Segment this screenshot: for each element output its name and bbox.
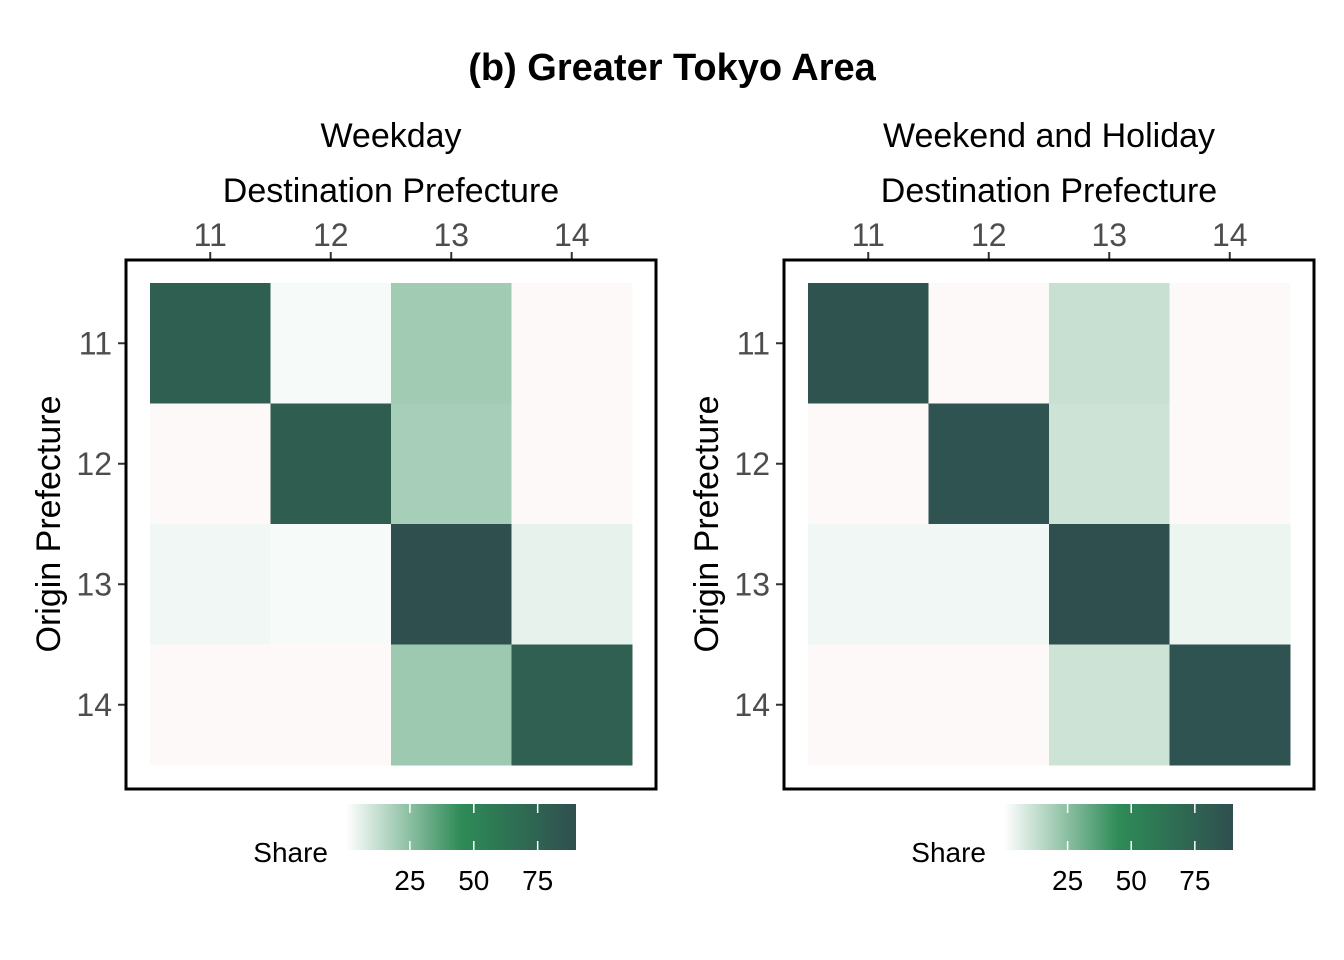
x-tick-label: 13 <box>1091 217 1127 253</box>
heatmap-tile <box>1049 403 1170 525</box>
y-tick-label: 12 <box>734 446 770 482</box>
y-tick-label: 11 <box>79 325 112 361</box>
x-tick-label: 13 <box>433 217 469 253</box>
legend-title: Share <box>911 837 986 868</box>
heatmap-tile <box>928 283 1050 404</box>
heatmap-tile <box>511 524 633 645</box>
heatmap-tile <box>511 644 633 766</box>
heatmap-tile <box>928 403 1050 525</box>
legend-tick-label: 50 <box>458 865 489 896</box>
heatmap-tile <box>1049 283 1170 404</box>
heatmap-tile <box>808 403 929 525</box>
heatmap-tile <box>150 644 271 766</box>
heatmap-tile <box>1169 283 1291 404</box>
x-axis-title: Destination Prefecture <box>223 172 559 210</box>
heatmap-tile <box>511 403 633 525</box>
figure-title: (b) Greater Tokyo Area <box>468 47 876 89</box>
legend-tick-label: 25 <box>1052 865 1083 896</box>
x-tick-label: 14 <box>554 217 590 253</box>
y-tick-label: 11 <box>737 325 770 361</box>
x-axis-title: Destination Prefecture <box>881 172 1217 210</box>
y-tick-label: 14 <box>76 687 112 723</box>
legend: Share 25 50 75 <box>253 804 576 896</box>
heatmap-tile <box>391 403 512 525</box>
legend-tick-label: 75 <box>522 865 553 896</box>
heatmap-tile <box>808 524 929 645</box>
heatmap-tile <box>150 283 271 404</box>
heatmap-tile <box>808 644 929 766</box>
x-tick-label: 11 <box>852 217 885 253</box>
heatmap-tile <box>1049 524 1170 645</box>
legend-colorbar <box>346 804 576 850</box>
panel-title: Weekend and Holiday <box>883 117 1215 155</box>
x-tick-label: 11 <box>194 217 227 253</box>
legend: Share 25 50 75 <box>911 804 1233 896</box>
legend-tick-label: 50 <box>1116 865 1147 896</box>
panel-border <box>124 258 658 791</box>
heatmap-panel-2: Weekend and Holiday Destination Prefectur… <box>688 117 1316 896</box>
heatmap-tile <box>808 283 929 404</box>
heatmap-tile <box>391 283 512 404</box>
x-tick-label: 12 <box>313 217 349 253</box>
legend-tick-label: 25 <box>394 865 425 896</box>
y-tick-label: 13 <box>734 566 770 602</box>
heatmap-tile <box>391 524 512 645</box>
heatmap-tile <box>270 403 392 525</box>
y-axis-title: Origin Prefecture <box>688 396 726 653</box>
panel-title: Weekday <box>320 117 461 155</box>
y-tick-label: 14 <box>734 687 770 723</box>
heatmap-tile <box>270 283 392 404</box>
heatmap-tile <box>928 644 1050 766</box>
x-tick-label: 12 <box>971 217 1007 253</box>
heatmap-tile <box>928 524 1050 645</box>
y-tick-label: 12 <box>76 446 112 482</box>
legend-title: Share <box>253 837 328 868</box>
heatmap-tile <box>270 644 392 766</box>
heatmap-tile <box>391 644 512 766</box>
heatmap-tile <box>1169 644 1291 766</box>
heatmap-tile <box>1049 644 1170 766</box>
y-axis-title: Origin Prefecture <box>30 396 68 653</box>
heatmap-tile <box>150 524 271 645</box>
heatmap-tile <box>150 403 271 525</box>
heatmap-tile <box>1169 524 1291 645</box>
legend-tick-label: 75 <box>1179 865 1210 896</box>
heatmap-tile <box>270 524 392 645</box>
heatmap-tile <box>511 283 633 404</box>
y-tick-label: 13 <box>76 566 112 602</box>
heatmap-tile <box>1169 403 1291 525</box>
panel-border <box>782 258 1316 791</box>
x-tick-label: 14 <box>1212 217 1248 253</box>
legend-colorbar <box>1004 804 1233 850</box>
